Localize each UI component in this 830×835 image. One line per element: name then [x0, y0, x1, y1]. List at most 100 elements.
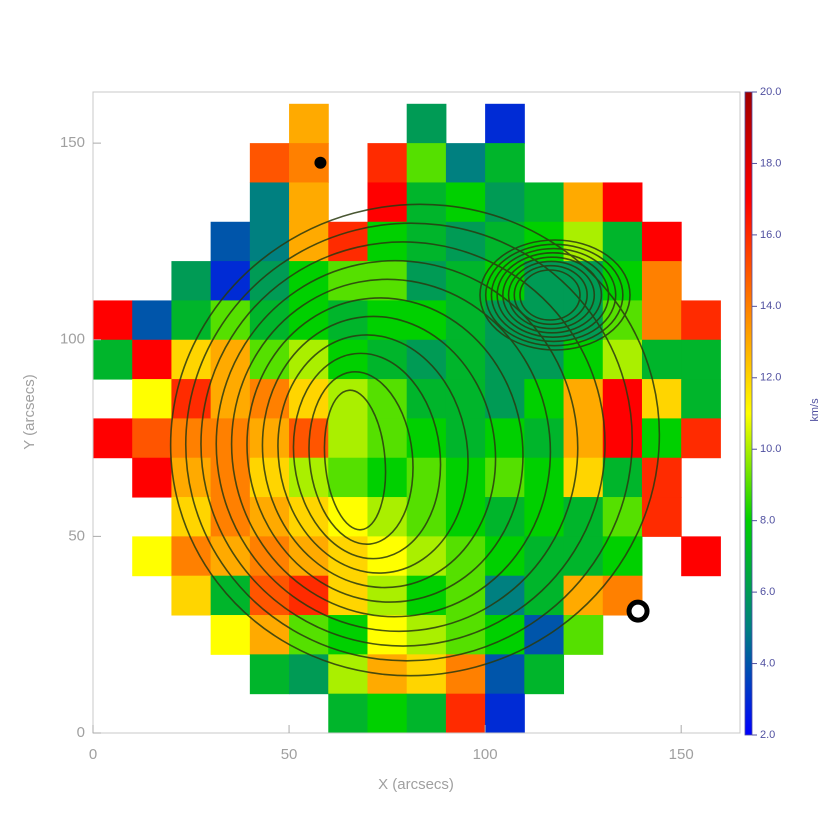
contour [215, 259, 579, 633]
heatmap-cell [524, 221, 565, 262]
heatmap-cell [171, 575, 212, 616]
contour [323, 389, 387, 531]
heatmap-cell [171, 261, 212, 301]
heatmap-cell [367, 575, 408, 616]
heatmap-cell [563, 575, 604, 616]
heatmap-cell [132, 536, 172, 577]
heatmap-cell [289, 339, 329, 380]
colorbar-tick-label: 10.0 [760, 443, 781, 455]
x-tick-label: 150 [669, 746, 694, 763]
heatmap-cell [171, 497, 212, 537]
colorbar-tick-label: 20.0 [760, 86, 781, 98]
heatmap-cell [445, 379, 486, 419]
heatmap-cell [641, 300, 682, 341]
contour [277, 334, 469, 574]
contour [490, 247, 617, 343]
heatmap-cell [602, 457, 643, 498]
heatmap-cell [445, 497, 486, 537]
heatmap-cell [367, 261, 408, 301]
heatmap-cell [171, 536, 212, 577]
heatmap-cell [171, 339, 212, 380]
heatmap-cell [681, 418, 721, 459]
heatmap-cell [328, 457, 368, 498]
heatmap-cell [406, 182, 447, 223]
heatmap-cell [524, 379, 565, 419]
y-tick-label: 150 [60, 134, 85, 151]
heatmap-cell [602, 418, 643, 459]
heatmap-cell [485, 339, 525, 380]
contour [513, 264, 588, 326]
heatmap-cell [602, 379, 643, 419]
heatmap-cell [210, 379, 251, 419]
heatmap-cell [445, 654, 486, 695]
heatmap-cell [249, 418, 290, 459]
heatmap-cell [249, 339, 290, 380]
heatmap-cell [93, 300, 133, 341]
x-axis-label: X (arcsecs) [378, 776, 454, 793]
heatmap-cell [367, 693, 408, 734]
colorbar-tick-label: 8.0 [760, 515, 775, 527]
colorbar-tick-label: 4.0 [760, 657, 775, 669]
heatmap-cell [485, 379, 525, 419]
heatmap-cell [485, 654, 525, 695]
heatmap-cell [328, 221, 368, 262]
heatmap-cell [485, 182, 525, 223]
y-tick-label: 50 [68, 527, 85, 544]
heatmap-cell [289, 457, 329, 498]
colorbar-tick-label: 18.0 [760, 157, 781, 169]
heatmap-cell [210, 261, 251, 301]
heatmap-cell [681, 379, 721, 419]
heatmap-cell [367, 497, 408, 537]
heatmap-cell [289, 654, 329, 695]
contours [169, 203, 661, 677]
x-tick-label: 50 [281, 746, 298, 763]
heatmap-cell [249, 497, 290, 537]
colorbar-label: km/s [809, 398, 821, 422]
heatmap-cell [406, 615, 447, 655]
heatmap-cell [210, 615, 251, 655]
heatmap-cell [485, 103, 525, 144]
heatmap-cell [367, 418, 408, 459]
colorbar-tick-label: 12.0 [760, 372, 781, 384]
heatmap-cell [289, 261, 329, 301]
heatmap-cell [328, 339, 368, 380]
heatmap-cell [289, 575, 329, 616]
heatmap-cell [328, 418, 368, 459]
colorbar-tick-label: 16.0 [760, 229, 781, 241]
contour [502, 256, 603, 334]
colorbar-tick-label: 14.0 [760, 300, 781, 312]
heatmap-cell [210, 221, 251, 262]
heatmap-cell [289, 615, 329, 655]
contour [246, 297, 524, 603]
colorbar-tick-label: 2.0 [760, 729, 775, 741]
heatmap-cell [132, 300, 172, 341]
heatmap-cell [328, 654, 368, 695]
heatmap-cell [406, 379, 447, 419]
contour [230, 278, 552, 618]
heatmap-cell [524, 261, 565, 301]
heatmap-cell [485, 536, 525, 577]
heatmap-cell [132, 379, 172, 419]
heatmap-cell [563, 182, 604, 223]
heatmap-cell [367, 182, 408, 223]
heatmap-cell [563, 379, 604, 419]
contour [479, 239, 631, 351]
heatmap-cell [249, 654, 290, 695]
x-tick-label: 100 [473, 746, 498, 763]
heatmap-cell [602, 182, 643, 223]
heatmap-cell [289, 182, 329, 223]
heatmap-cell [524, 654, 565, 695]
contour [200, 241, 606, 647]
heatmap-cell [563, 418, 604, 459]
heatmap-cell [641, 418, 682, 459]
heatmap-cell [367, 143, 408, 183]
contour [308, 371, 414, 545]
heatmap-cell [367, 615, 408, 655]
y-tick-label: 0 [77, 724, 85, 741]
heatmap-cell [524, 615, 565, 655]
heatmap-cell [406, 143, 447, 183]
heatmap-cell [563, 615, 604, 655]
heatmap-cell [641, 339, 682, 380]
y-axis-label: Y (arcsecs) [21, 374, 38, 450]
